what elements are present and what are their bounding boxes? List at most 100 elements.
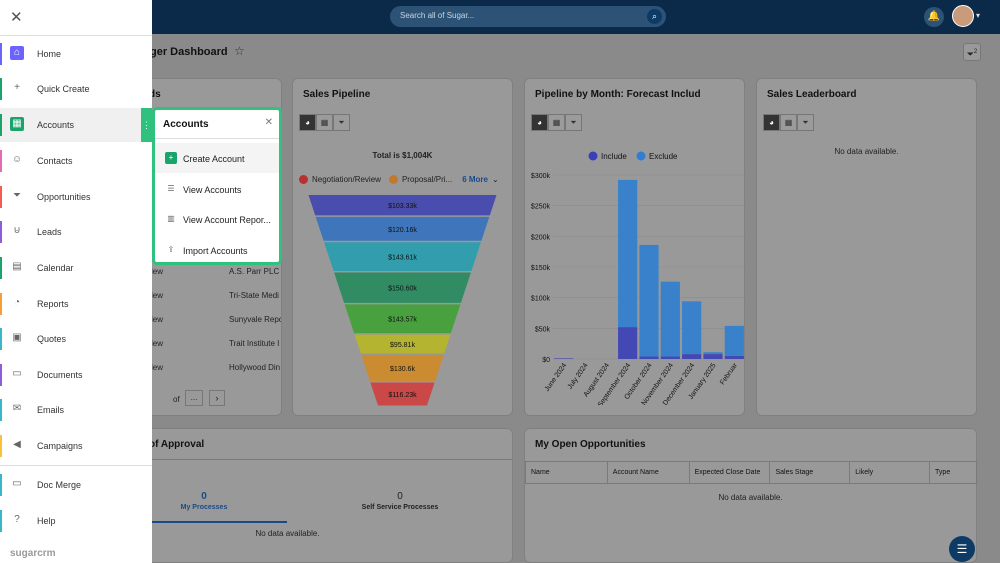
sidebar-item-opportunities[interactable]: ⏷ Opportunities (0, 180, 152, 214)
lead-account-link[interactable]: A.S. Parr PLC (229, 267, 280, 276)
funnel-segment[interactable] (334, 272, 471, 303)
filter-icon[interactable]: ⏷ (797, 114, 814, 131)
chevron-down-icon[interactable]: ▾ (976, 11, 981, 20)
lead-account-link[interactable]: Tri-State Medi (229, 291, 279, 300)
sidebar-item-accounts[interactable]: ▦ Accounts (0, 108, 152, 142)
sidebar-item-emails[interactable]: ✉ Emails (0, 393, 152, 427)
list-view-icon[interactable]: ▦ (316, 114, 333, 131)
bar-segment[interactable] (660, 281, 680, 357)
lead-account-link[interactable]: Trait Institute I (229, 339, 280, 348)
funnel-segment[interactable] (324, 242, 481, 272)
bar-segment[interactable] (639, 244, 659, 357)
legend-item[interactable]: Exclude (649, 152, 678, 161)
sidebar-item-color-bar (0, 78, 2, 100)
funnel-segment[interactable] (361, 354, 444, 381)
top-bar: Search all of Sugar... ⌕ 🔔 ▾ (0, 0, 1000, 34)
help-menu-icon[interactable]: ☰ (949, 536, 975, 562)
chart-view-icon[interactable]: ◕ (763, 114, 780, 131)
notifications-bell-icon[interactable]: 🔔 (924, 7, 944, 27)
list-view-icon[interactable]: ▦ (780, 114, 797, 131)
user-avatar[interactable] (952, 5, 974, 27)
bar-segment[interactable] (660, 356, 680, 359)
column-header-sales-stage[interactable]: Sales Stage (769, 461, 851, 484)
sidebar-item-contacts[interactable]: ☺ Contacts (0, 144, 152, 178)
dashboard-filter-button[interactable]: ⏷2 (963, 43, 981, 61)
bar-segment[interactable] (724, 355, 744, 359)
bar-segment[interactable] (618, 327, 638, 359)
pipeline-by-month-dashlet: Pipeline by Month: Forecast Includ ◕ ▦ ⏷… (524, 78, 745, 416)
flyout-item-view-account-reports[interactable]: ▥ View Account Repor... (155, 204, 279, 234)
favorite-star-icon[interactable]: ☆ (234, 44, 245, 58)
funnel-segment[interactable] (315, 216, 490, 241)
sidebar-item-quick-create[interactable]: + Quick Create (0, 72, 152, 106)
legend-more-link[interactable]: 6 More (462, 175, 488, 184)
funnel-segment-label: $103.33k (388, 203, 417, 210)
lead-account-link[interactable]: Sunyvale Repc (229, 315, 281, 324)
flyout-item-view-accounts[interactable]: ☰ View Accounts (155, 174, 279, 204)
legend-item[interactable]: Include (601, 152, 627, 161)
sidebar-item-leads[interactable]: ⊍ Leads (0, 215, 152, 249)
funnel-segment-label: $120.16k (388, 227, 417, 234)
funnel-segment[interactable] (308, 195, 497, 216)
column-header-expected-close-date[interactable]: Expected Close Date (688, 461, 771, 484)
column-header-account-name[interactable]: Account Name (606, 461, 690, 484)
list-view-icon[interactable]: ▦ (548, 114, 565, 131)
calendar-icon: ▤ (12, 261, 22, 272)
my-processes-count: 0 (201, 491, 207, 502)
sidebar-item-quotes[interactable]: ▣ Quotes (0, 322, 152, 356)
search-icon[interactable]: ⌕ (647, 9, 662, 24)
bar-segment[interactable] (554, 358, 574, 359)
sidebar-item-color-bar (0, 399, 2, 421)
sidebar-item-reports[interactable]: ◔ Reports (0, 287, 152, 321)
empty-state: No data available. (718, 493, 783, 502)
empty-state: No data available. (255, 529, 320, 538)
help-icon: ? (14, 514, 20, 525)
legend-item[interactable]: Negotiation/Review (312, 175, 381, 184)
bar-segment[interactable] (703, 352, 723, 355)
sidebar-item-help[interactable]: ? Help (0, 504, 152, 538)
funnel-segment[interactable] (354, 334, 451, 354)
pager-more-button[interactable]: ... (185, 390, 203, 406)
close-icon[interactable]: ✕ (10, 9, 23, 26)
sidebar-item-documents[interactable]: ▭ Documents (0, 358, 152, 392)
approval-dashlet-title: of Approval (149, 439, 205, 450)
tab-my-processes[interactable]: 0 My Processes (121, 491, 287, 523)
bar-segment[interactable] (703, 354, 723, 359)
bar-segment[interactable] (618, 179, 638, 328)
tab-self-service-processes[interactable]: 0 Self Service Processes (287, 491, 513, 523)
column-header-name[interactable]: Name (525, 461, 608, 484)
flyout-item-import-accounts[interactable]: ⇪ Import Accounts (155, 235, 279, 265)
y-tick-label: $250k (531, 204, 551, 211)
sidebar-divider (0, 35, 152, 36)
sidebar-item-calendar[interactable]: ▤ Calendar (0, 251, 152, 285)
bar-segment[interactable] (682, 354, 702, 359)
legend-item[interactable]: Proposal/Pri... (401, 175, 453, 184)
self-service-label: Self Service Processes (361, 504, 439, 511)
sidebar-item-home[interactable]: ⌂ Home (0, 37, 152, 71)
bar-segment[interactable] (724, 325, 744, 356)
sales-pipeline-funnel-chart: $103.33k $120.16k $143.61k $150.60k $143.57k… (308, 195, 497, 406)
flyout-item-create-account[interactable]: + Create Account (155, 143, 279, 173)
filter-icon[interactable]: ⏷ (565, 114, 582, 131)
chart-view-icon[interactable]: ◕ (299, 114, 316, 131)
chart-view-icon[interactable]: ◕ (531, 114, 548, 131)
magnet-icon: ⊍ (13, 225, 21, 236)
funnel-segment[interactable] (370, 382, 435, 406)
chevron-down-icon[interactable]: ⌄ (491, 175, 499, 184)
funnel-segment[interactable] (344, 304, 461, 334)
pipeline-legend: Negotiation/Review Proposal/Pri... 6 Mor… (299, 175, 499, 184)
close-icon[interactable]: ✕ (264, 117, 273, 128)
building-icon: ▦ (10, 117, 24, 131)
column-header-likely[interactable]: Likely (849, 461, 931, 484)
global-search-input[interactable]: Search all of Sugar... ⌕ (390, 6, 666, 27)
sidebar-item-doc-merge[interactable]: ▭ Doc Merge (0, 468, 152, 502)
sidebar-item-campaigns[interactable]: ◀ Campaigns (0, 429, 152, 463)
y-tick-label: $150k (531, 265, 551, 272)
bar-segment[interactable] (682, 301, 702, 355)
filter-icon[interactable]: ⏷ (333, 114, 350, 131)
column-header-type[interactable]: Type (929, 461, 977, 484)
lead-account-link[interactable]: Hollywood Din (229, 363, 281, 372)
sidebar-item-more-icon[interactable]: ⋮ (141, 108, 152, 142)
pager-next-button[interactable]: › (209, 390, 225, 406)
bar-segment[interactable] (639, 356, 659, 359)
